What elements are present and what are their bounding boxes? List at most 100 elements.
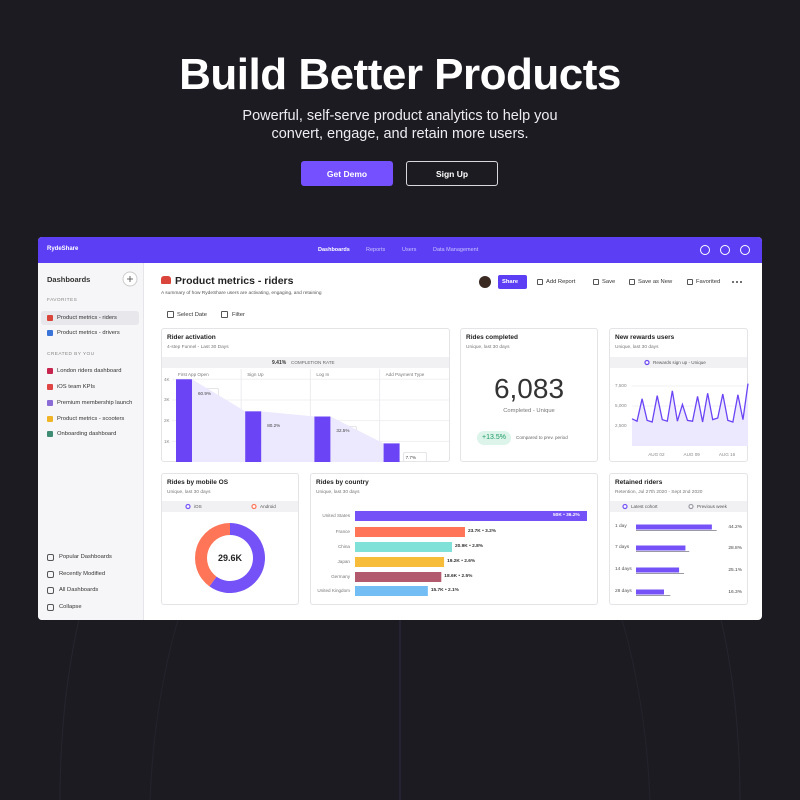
funnel-bar (314, 416, 331, 462)
filter[interactable]: Select Date (177, 311, 207, 318)
change-pill (477, 431, 511, 445)
action-icon (629, 279, 635, 285)
conversion-label: 32.5% (336, 427, 350, 433)
metric-value: 6,083 (493, 373, 565, 405)
item-icon (47, 431, 53, 437)
bar (355, 572, 442, 582)
legend-bar (610, 501, 747, 512)
y-tick-label: 3K (164, 397, 170, 403)
y-tick-label: 5,000 (615, 403, 627, 409)
card-title[interactable]: New rewards users (615, 334, 675, 342)
card-subtitle: Unique, last 30 days (615, 345, 659, 351)
step-label: Sign Up (247, 371, 264, 377)
sidebar-footer-item[interactable]: Collapse (59, 603, 82, 610)
plus-icon (127, 276, 133, 282)
filter[interactable]: Filter (232, 311, 245, 318)
legend-bar (162, 501, 298, 512)
value-label: 28.8% (728, 546, 742, 552)
step-label: Log In (316, 371, 330, 377)
section-label: FAVORITES (47, 298, 78, 304)
card (609, 473, 748, 605)
action[interactable]: Add Report (546, 278, 576, 285)
donut-slice (194, 523, 230, 587)
card-title[interactable]: Retained riders (615, 479, 663, 487)
card-subtitle: Unique, last 30 days (466, 345, 510, 351)
more-icon (740, 281, 742, 283)
category-label: 7 days (615, 545, 630, 551)
completion-bar (162, 357, 449, 368)
sidebar-footer-item[interactable]: Popular Dashboards (59, 553, 112, 560)
sidebar-footer-item[interactable]: All Dashboards (59, 586, 99, 593)
legend-dot (688, 503, 694, 510)
step-label: Add Payment Type (385, 371, 425, 377)
sidebar-footer-item[interactable]: Recently Modified (59, 570, 106, 577)
card-subtitle: Retention, Jul 27th 2020 - Sept 2nd 2020 (615, 490, 703, 496)
value-label: 19.2K • 2.6% (447, 559, 476, 565)
card-subtitle: 4-step Funnel - Last 30 Days (167, 345, 229, 351)
sidebar-title: Dashboards (47, 274, 91, 284)
action[interactable]: Favorited (696, 278, 721, 285)
action[interactable]: Save as New (638, 278, 673, 285)
action[interactable]: Share (502, 278, 519, 285)
more-icon (736, 281, 738, 283)
card-title[interactable]: Rider activation (167, 334, 216, 342)
card-title[interactable]: Rides completed (466, 334, 519, 342)
category-label: United Kingdom (317, 588, 350, 594)
area (632, 383, 748, 446)
sidebar-item[interactable]: London riders dashboard (57, 367, 122, 374)
legend-bar (610, 357, 747, 368)
avatar (479, 276, 491, 288)
sidebar-item[interactable]: Onboarding dashboard (57, 430, 117, 437)
footer-icon (47, 603, 54, 611)
legend-label: iOS (194, 503, 202, 509)
x-tick-label: AUG 02 (648, 452, 665, 458)
action[interactable]: Save (602, 278, 616, 285)
card (310, 473, 598, 605)
nav-item[interactable]: Dashboards (318, 246, 350, 253)
value-label: 20.9K • 2.8% (454, 544, 484, 550)
sidebar-item[interactable]: Product metrics - drivers (57, 329, 120, 336)
item-icon (47, 368, 53, 374)
conversion-label: 60.9% (198, 390, 212, 396)
legend-dot (185, 503, 191, 510)
sidebar-item[interactable]: Product metrics - riders (57, 314, 117, 321)
metric-label: Completed - Unique (503, 407, 555, 414)
nav-highlight (41, 311, 139, 325)
sidebar-item[interactable]: iOS team KPIs (57, 383, 96, 390)
filter-icon (167, 311, 174, 318)
change-value: +13.5% (482, 433, 506, 441)
sidebar-item[interactable]: Product metrics - scooters (57, 415, 125, 422)
nav-item[interactable]: Data Management (433, 246, 479, 253)
latest-bar (636, 545, 686, 551)
nav-item[interactable]: Reports (366, 246, 386, 253)
x-tick-label: AUG 09 (683, 452, 700, 458)
button[interactable] (406, 161, 498, 186)
category-label: China (337, 544, 350, 550)
card-title[interactable]: Rides by country (316, 479, 369, 487)
title-icon (161, 276, 171, 284)
funnel-fill (192, 379, 246, 462)
button-label[interactable]: Sign Up (435, 168, 469, 179)
value-label: 16.3% (728, 590, 742, 596)
nav-item[interactable]: Users (402, 246, 417, 253)
category-label: France (335, 529, 350, 535)
toolbar-icon (740, 245, 750, 255)
button[interactable] (301, 161, 393, 186)
item-icon (47, 400, 53, 406)
action-icon (537, 279, 543, 285)
funnel-fill (261, 411, 315, 462)
button-label[interactable]: Get Demo (326, 168, 368, 179)
share-button[interactable] (498, 275, 527, 289)
sidebar-item[interactable]: Premium membership launch (57, 399, 133, 406)
change-label: Compared to prev. period (516, 435, 568, 441)
donut-slice (209, 523, 265, 593)
top-bar (38, 237, 762, 263)
y-tick-label: 2,500 (615, 423, 627, 429)
category-label: Germany (331, 574, 350, 580)
item-icon (47, 384, 53, 390)
action-icon (687, 279, 693, 285)
card-title[interactable]: Rides by mobile OS (167, 479, 229, 487)
more-icon (732, 281, 734, 283)
